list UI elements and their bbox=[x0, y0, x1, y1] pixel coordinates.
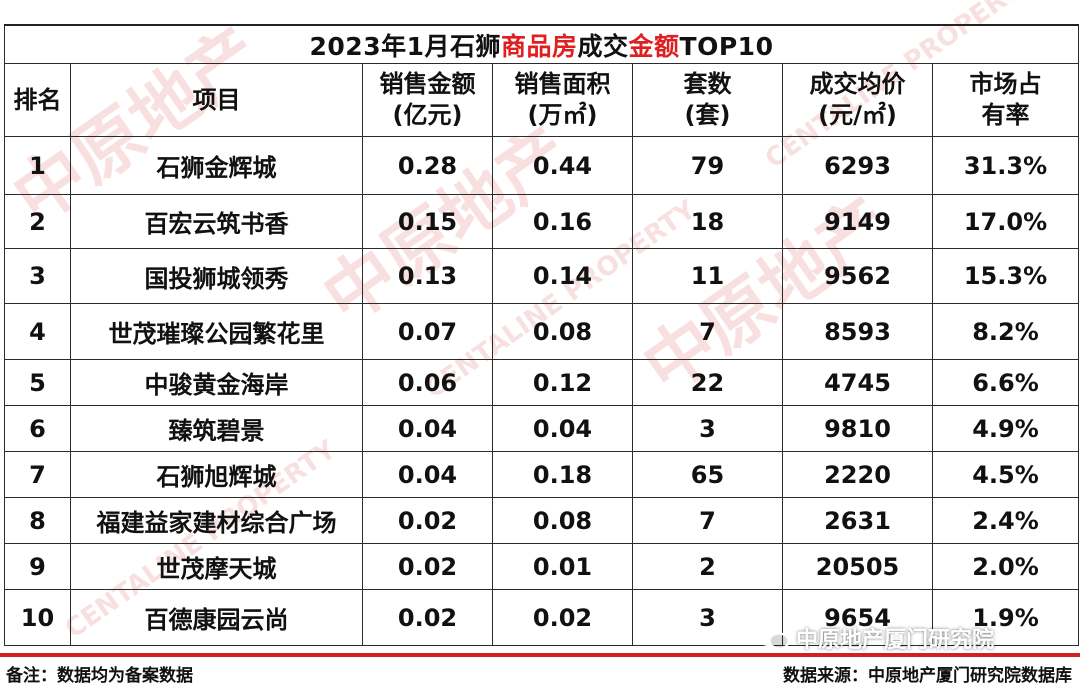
table-title-row: 2023年1月石狮商品房成交金额TOP10 bbox=[4, 24, 1079, 64]
cell-avg-price: 9654 bbox=[782, 589, 933, 646]
cell-avg-price: 8593 bbox=[782, 303, 933, 360]
cell-units: 18 bbox=[632, 194, 783, 249]
cell-units: 79 bbox=[632, 136, 783, 195]
header-area: 销售面积 (万㎡) bbox=[492, 63, 633, 137]
header-units: 套数 (套) bbox=[632, 63, 783, 137]
table-row: 6 臻筑碧景 0.04 0.04 3 9810 4.9% bbox=[4, 405, 1079, 452]
cell-amount: 0.02 bbox=[362, 589, 493, 646]
cell-project: 百德康园云尚 bbox=[70, 589, 363, 646]
cell-share: 4.5% bbox=[932, 451, 1079, 498]
cell-project: 福建益家建材综合广场 bbox=[70, 497, 363, 544]
cell-area: 0.02 bbox=[492, 589, 633, 646]
cell-project: 世茂璀璨公园繁花里 bbox=[70, 303, 363, 360]
cell-project: 国投狮城领秀 bbox=[70, 248, 363, 304]
cell-avg-price: 2220 bbox=[782, 451, 933, 498]
cell-rank: 7 bbox=[4, 451, 71, 498]
table-row: 3 国投狮城领秀 0.13 0.14 11 9562 15.3% bbox=[4, 248, 1079, 304]
cell-avg-price: 9810 bbox=[782, 405, 933, 452]
table-row: 8 福建益家建材综合广场 0.02 0.08 7 2631 2.4% bbox=[4, 497, 1079, 544]
cell-share: 17.0% bbox=[932, 194, 1079, 249]
cell-area: 0.04 bbox=[492, 405, 633, 452]
header-rank: 排名 bbox=[4, 63, 71, 137]
cell-units: 2 bbox=[632, 543, 783, 590]
cell-amount: 0.13 bbox=[362, 248, 493, 304]
cell-area: 0.08 bbox=[492, 303, 633, 360]
header-project: 项目 bbox=[70, 63, 363, 137]
table-row: 10 百德康园云尚 0.02 0.02 3 9654 1.9% bbox=[4, 589, 1079, 646]
cell-units: 22 bbox=[632, 359, 783, 406]
cell-project: 中骏黄金海岸 bbox=[70, 359, 363, 406]
cell-avg-price: 20505 bbox=[782, 543, 933, 590]
header-share: 市场占 有率 bbox=[932, 63, 1079, 137]
sales-table-wrap: 2023年1月石狮商品房成交金额TOP10 排名 项目 销售金额 (亿元) 销售面… bbox=[4, 24, 1079, 646]
cell-share: 15.3% bbox=[932, 248, 1079, 304]
cell-units: 7 bbox=[632, 497, 783, 544]
cell-project: 石狮旭辉城 bbox=[70, 451, 363, 498]
cell-area: 0.16 bbox=[492, 194, 633, 249]
footer-divider bbox=[0, 653, 1080, 657]
cell-project: 臻筑碧景 bbox=[70, 405, 363, 452]
cell-rank: 5 bbox=[4, 359, 71, 406]
cell-share: 6.6% bbox=[932, 359, 1079, 406]
wechat-badge: 中原地产厦门研究院 bbox=[756, 622, 994, 654]
cell-avg-price: 9562 bbox=[782, 248, 933, 304]
cell-avg-price: 6293 bbox=[782, 136, 933, 195]
cell-area: 0.08 bbox=[492, 497, 633, 544]
cell-project: 百宏云筑书香 bbox=[70, 194, 363, 249]
cell-amount: 0.07 bbox=[362, 303, 493, 360]
table-row: 9 世茂摩天城 0.02 0.01 2 20505 2.0% bbox=[4, 543, 1079, 590]
cell-rank: 2 bbox=[4, 194, 71, 249]
header-avg-price: 成交均价 (元/㎡) bbox=[782, 63, 933, 137]
cell-share: 31.3% bbox=[932, 136, 1079, 195]
cell-rank: 3 bbox=[4, 248, 71, 304]
cell-avg-price: 4745 bbox=[782, 359, 933, 406]
cell-units: 11 bbox=[632, 248, 783, 304]
header-row: 排名 项目 销售金额 (亿元) 销售面积 (万㎡) 套数 (套) 成交均价 (元/㎡) … bbox=[4, 63, 1079, 137]
cell-rank: 9 bbox=[4, 543, 71, 590]
cell-area: 0.14 bbox=[492, 248, 633, 304]
cell-share: 4.9% bbox=[932, 405, 1079, 452]
cell-rank: 10 bbox=[4, 589, 71, 646]
cell-units: 65 bbox=[632, 451, 783, 498]
table-row: 2 百宏云筑书香 0.15 0.16 18 9149 17.0% bbox=[4, 194, 1079, 249]
cell-share: 8.2% bbox=[932, 303, 1079, 360]
cell-units: 7 bbox=[632, 303, 783, 360]
cell-share: 2.0% bbox=[932, 543, 1079, 590]
table-title: 2023年1月石狮商品房成交金额TOP10 bbox=[4, 24, 1079, 64]
cell-area: 0.18 bbox=[492, 451, 633, 498]
table-row: 4 世茂璀璨公园繁花里 0.07 0.08 7 8593 8.2% bbox=[4, 303, 1079, 360]
cell-units: 3 bbox=[632, 405, 783, 452]
cell-amount: 0.06 bbox=[362, 359, 493, 406]
cell-share: 2.4% bbox=[932, 497, 1079, 544]
header-amount: 销售金额 (亿元) bbox=[362, 63, 493, 137]
cell-rank: 4 bbox=[4, 303, 71, 360]
cell-rank: 8 bbox=[4, 497, 71, 544]
footer: 备注：数据均为备案数据 数据来源：中原地产厦门研究院数据库 bbox=[0, 651, 1080, 686]
cell-amount: 0.02 bbox=[362, 497, 493, 544]
cell-avg-price: 9149 bbox=[782, 194, 933, 249]
cell-share: 1.9% bbox=[932, 589, 1079, 646]
cell-amount: 0.28 bbox=[362, 136, 493, 195]
cell-amount: 0.04 bbox=[362, 405, 493, 452]
cell-project: 世茂摩天城 bbox=[70, 543, 363, 590]
cell-project: 石狮金辉城 bbox=[70, 136, 363, 195]
badge-text: 中原地产厦门研究院 bbox=[796, 628, 995, 653]
table-row: 1 石狮金辉城 0.28 0.44 79 6293 31.3% bbox=[4, 136, 1079, 195]
footer-note: 备注：数据均为备案数据 bbox=[6, 666, 193, 686]
cell-rank: 6 bbox=[4, 405, 71, 452]
sales-table: 2023年1月石狮商品房成交金额TOP10 排名 项目 销售金额 (亿元) 销售面… bbox=[4, 24, 1079, 646]
cell-amount: 0.15 bbox=[362, 194, 493, 249]
footer-source: 数据来源：中原地产厦门研究院数据库 bbox=[783, 666, 1072, 686]
table-row: 5 中骏黄金海岸 0.06 0.12 22 4745 6.6% bbox=[4, 359, 1079, 406]
wechat-icon bbox=[756, 625, 790, 650]
cell-amount: 0.02 bbox=[362, 543, 493, 590]
cell-amount: 0.04 bbox=[362, 451, 493, 498]
cell-area: 0.12 bbox=[492, 359, 633, 406]
cell-rank: 1 bbox=[4, 136, 71, 195]
cell-avg-price: 2631 bbox=[782, 497, 933, 544]
cell-area: 0.44 bbox=[492, 136, 633, 195]
table-row: 7 石狮旭辉城 0.04 0.18 65 2220 4.5% bbox=[4, 451, 1079, 498]
cell-area: 0.01 bbox=[492, 543, 633, 590]
